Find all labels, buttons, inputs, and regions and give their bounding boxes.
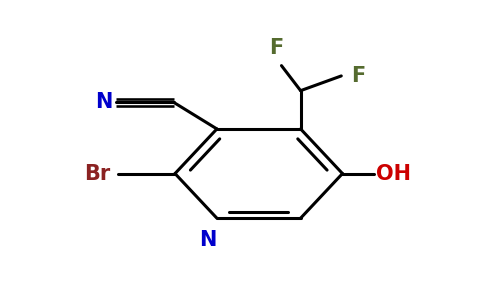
Text: N: N <box>199 230 217 250</box>
Text: F: F <box>270 38 284 58</box>
Text: N: N <box>95 92 113 112</box>
Text: OH: OH <box>376 164 411 184</box>
Text: Br: Br <box>84 164 110 184</box>
Text: F: F <box>351 66 365 86</box>
